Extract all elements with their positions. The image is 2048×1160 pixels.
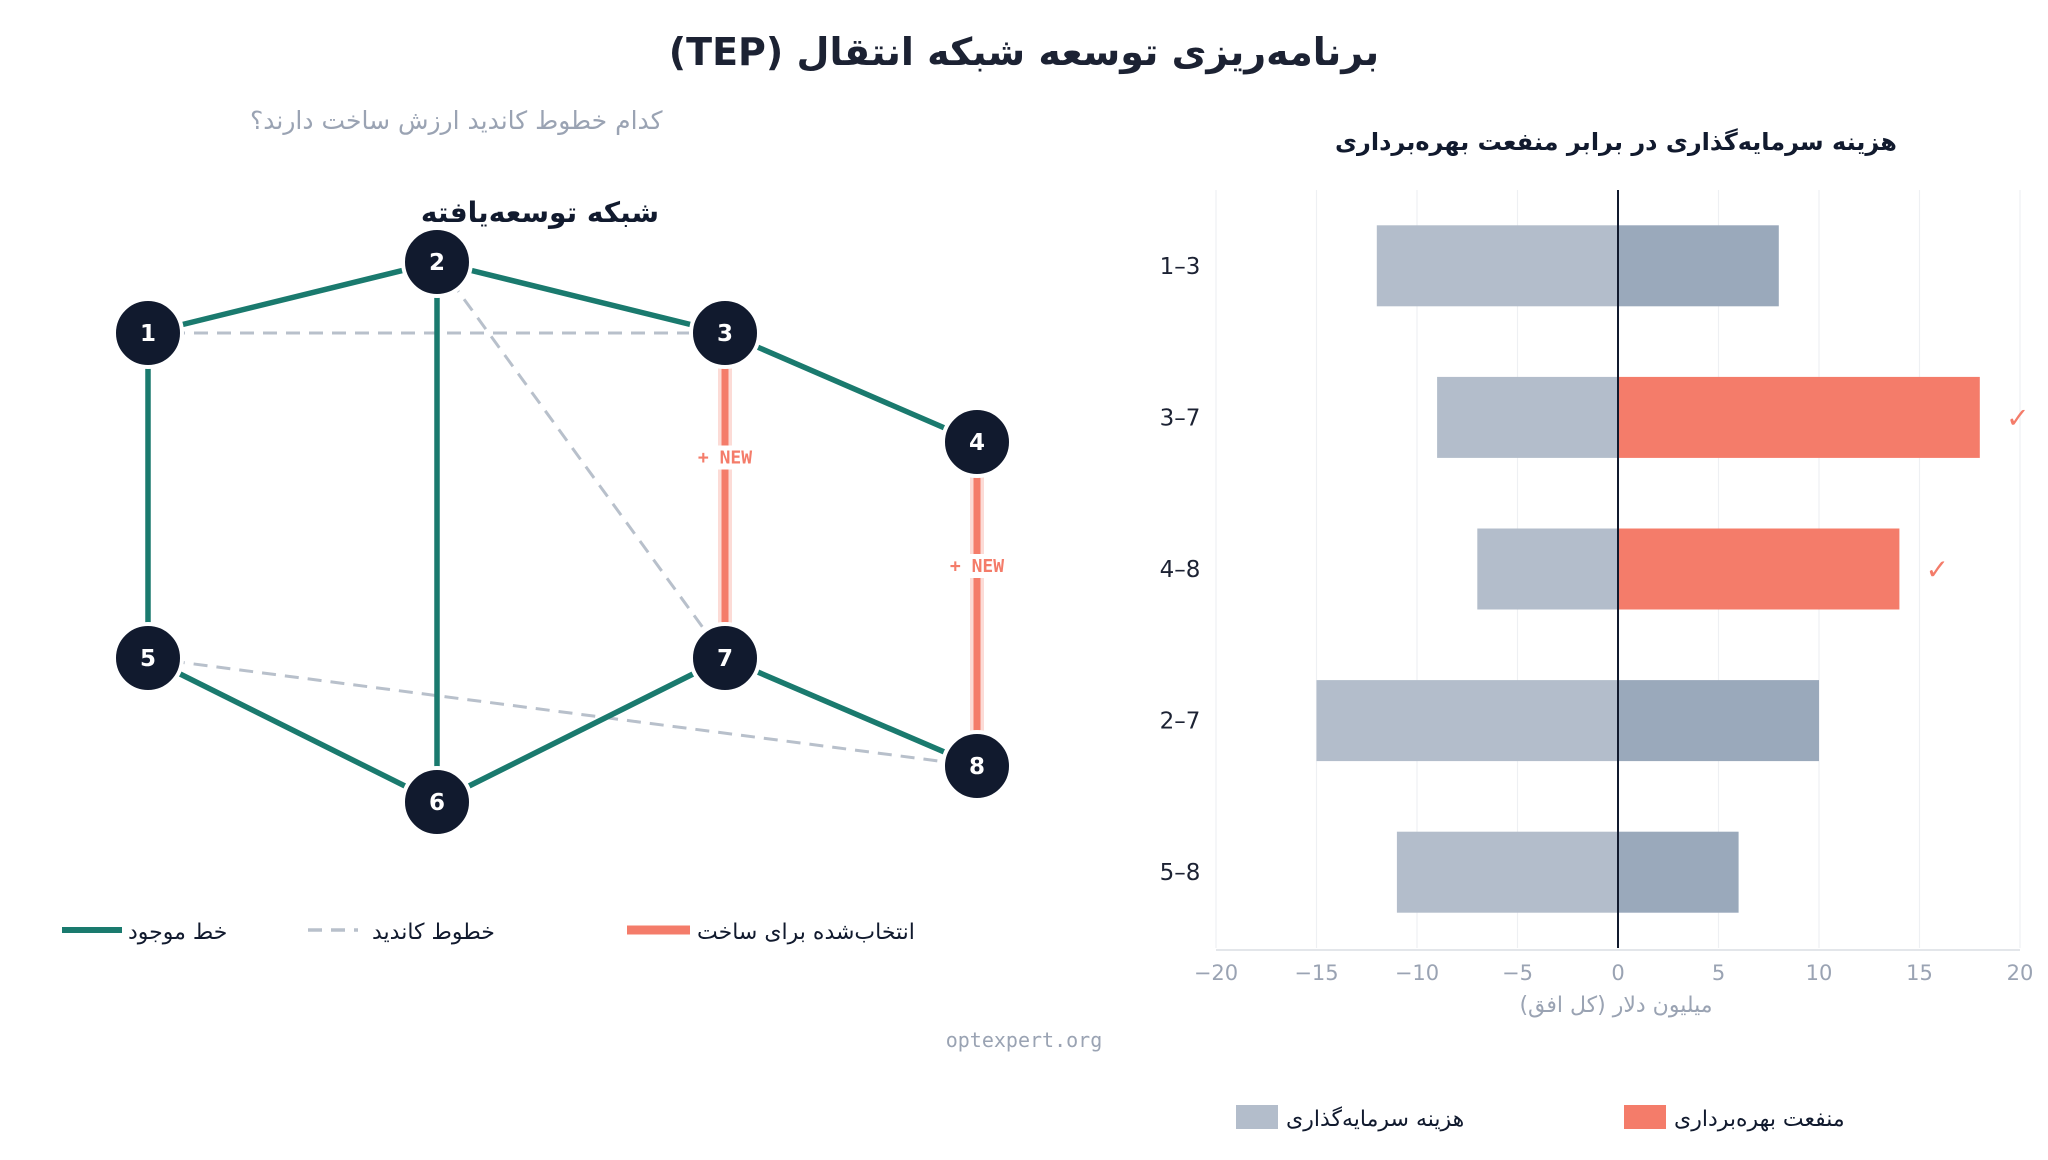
bus-node-label: 2 (429, 250, 445, 276)
bus-node-label: 7 (717, 646, 733, 672)
bus-node-label: 5 (140, 646, 156, 672)
bus-node-label: 6 (429, 790, 445, 816)
bar-cost-3–7[interactable] (1437, 376, 1618, 458)
x-tick-label: 20 (2007, 961, 2034, 985)
x-tick-label: −5 (1502, 961, 1533, 985)
bus-node-3[interactable] (689, 297, 761, 369)
legend-label-candidate: خطوط کاندید (372, 920, 495, 945)
existing-line-7-8 (723, 655, 979, 769)
bar-benefit-5–8[interactable] (1618, 831, 1739, 913)
x-tick-label: 5 (1712, 961, 1725, 985)
footer-credit: optexpert.org (945, 1028, 1103, 1052)
existing-line-3-4 (723, 330, 979, 445)
new-label-bg (693, 445, 757, 470)
bar-benefit-3–7[interactable] (1618, 376, 1980, 458)
page-title: برنامه‌ریزی توسعه شبکه انتقال (TEP) (668, 30, 1380, 74)
bus-node-6[interactable] (401, 766, 473, 838)
bar-benefit-2–7[interactable] (1618, 680, 1819, 762)
selected-check-icon: ✓ (2006, 401, 2029, 434)
existing-line-5-6 (146, 655, 439, 805)
bus-node-2[interactable] (401, 226, 473, 298)
bar-cost-4–8[interactable] (1477, 528, 1618, 610)
y-tick-label: 3–7 (1160, 405, 1201, 431)
existing-line-1-2 (147, 259, 438, 336)
bar-cost-2–7[interactable] (1316, 680, 1619, 762)
bus-node-4[interactable] (941, 406, 1013, 478)
legend-label-benefit: منفعت بهره‌برداری (1674, 1107, 1845, 1132)
candidate-line-5-8 (147, 656, 978, 768)
network-legend: خط موجود خطوط کاندید انتخاب‌شده برای ساخت (62, 920, 915, 945)
y-tick-label: 4–8 (1160, 557, 1201, 583)
page-subtitle: کدام خطوط کاندید ارزش ساخت دارند؟ (250, 106, 663, 135)
bar-benefit-4–8[interactable] (1618, 528, 1900, 610)
candidate-line-2-7 (435, 261, 727, 659)
y-tick-label: 5–8 (1160, 860, 1201, 886)
bar-benefit-1–3[interactable] (1618, 225, 1779, 307)
bus-node-5[interactable] (112, 622, 184, 694)
x-tick-label: 10 (1806, 961, 1833, 985)
legend-swatch-cost (1236, 1105, 1278, 1129)
x-tick-label: 0 (1611, 961, 1624, 985)
y-tick-label: 2–7 (1160, 709, 1201, 735)
network-title: شبکه توسعه‌یافته (421, 196, 659, 229)
x-tick-label: −10 (1395, 961, 1439, 985)
bus-node-7[interactable] (689, 622, 761, 694)
x-tick-label: −15 (1294, 961, 1338, 985)
existing-line-6-7 (435, 655, 727, 805)
bus-node-label: 3 (717, 321, 733, 347)
bus-node-label: 4 (969, 430, 985, 456)
bar-cost-1–3[interactable] (1376, 225, 1618, 307)
x-tick-label: 15 (1906, 961, 1933, 985)
legend-label-cost: هزینه سرمایه‌گذاری (1286, 1106, 1464, 1132)
network-diagram: شبکه توسعه‌یافته + NEW + NEW 1 2 3 4 5 6 7 8 خط … (62, 196, 1013, 945)
legend-label-selected: انتخاب‌شده برای ساخت (697, 920, 915, 945)
chart-title: هزینه سرمایه‌گذاری در برابر منفعت بهره‌ب… (1335, 128, 1897, 156)
x-tick-label: −20 (1194, 961, 1238, 985)
new-label-bg (945, 554, 1009, 578)
bus-node-label: 8 (969, 754, 985, 780)
y-tick-label: 1–3 (1160, 254, 1201, 280)
legend-swatch-benefit (1624, 1105, 1666, 1129)
bus-node-label: 1 (140, 321, 156, 347)
existing-line-2-3 (436, 259, 726, 336)
bus-node-8[interactable] (941, 730, 1013, 802)
new-line-label: + NEW (950, 556, 1004, 577)
bar-cost-5–8[interactable] (1396, 831, 1618, 913)
new-line-label: + NEW (698, 448, 752, 469)
selected-check-icon: ✓ (1926, 553, 1949, 586)
legend-label-existing: خط موجود (128, 920, 227, 945)
bus-node-1[interactable] (112, 297, 184, 369)
x-axis-label: میلیون دلار (کل افق) (1519, 993, 1712, 1018)
